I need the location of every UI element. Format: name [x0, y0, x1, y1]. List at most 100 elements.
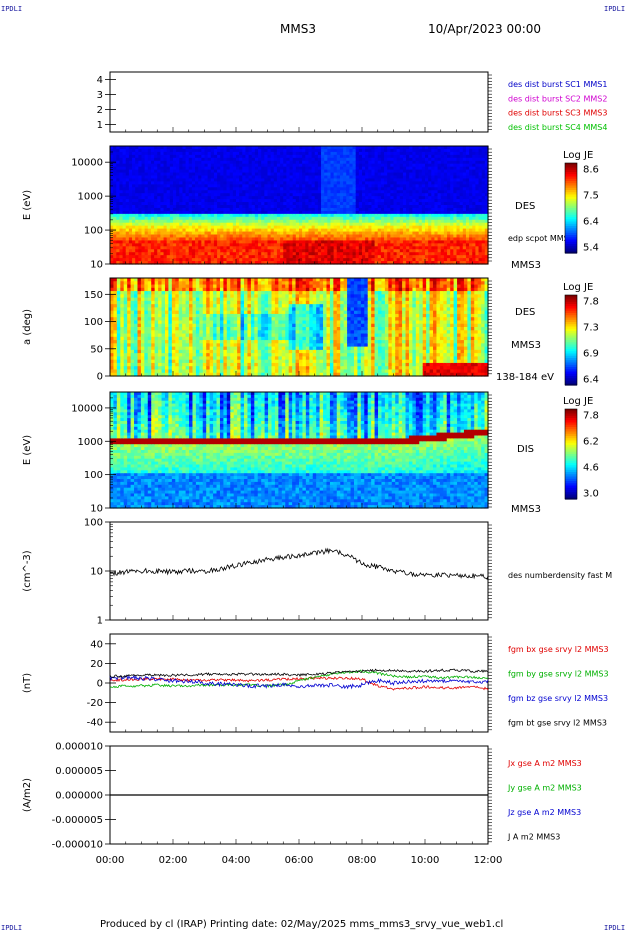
heatmap-cell [116, 240, 121, 244]
heatmap-cell [213, 237, 218, 241]
heatmap-cell [191, 151, 196, 156]
heatmap-cell [377, 216, 382, 221]
heatmap-cell [399, 252, 404, 256]
heatmap-cell [302, 228, 306, 233]
heatmap-cell [173, 240, 177, 244]
heatmap-cell [239, 237, 243, 241]
heatmap-cell [425, 163, 429, 168]
heatmap-cell [484, 151, 489, 156]
heatmap-cell [286, 199, 291, 203]
heatmap-cell [390, 160, 395, 165]
heatmap-cell [421, 202, 426, 206]
heatmap-cell [289, 184, 294, 188]
heatmap-cell [459, 187, 464, 191]
heatmap-cell [343, 172, 347, 177]
heatmap-cell [484, 213, 489, 218]
heatmap-cell [402, 222, 407, 227]
heatmap-cell [295, 237, 300, 241]
heatmap-cell [119, 151, 124, 156]
heatmap-cell [311, 187, 316, 191]
heatmap-cell [299, 193, 303, 197]
heatmap-cell [349, 184, 354, 188]
heatmap-cell [465, 210, 470, 215]
heatmap-cell [302, 151, 306, 156]
heatmap-cell [210, 175, 215, 180]
heatmap-cell [475, 240, 480, 244]
heatmap-cell [163, 213, 168, 218]
heatmap-cell [116, 172, 121, 177]
heatmap-cell [119, 175, 124, 180]
heatmap-cell [377, 160, 382, 165]
heatmap-cell [125, 240, 130, 244]
heatmap-cell [150, 219, 155, 224]
heatmap-cell [185, 148, 190, 153]
heatmap-cell [374, 148, 379, 153]
heatmap-cell [122, 172, 127, 177]
heatmap-cell [358, 172, 363, 177]
heatmap-cell [412, 210, 417, 215]
heatmap-cell [261, 249, 265, 253]
heatmap-cell [437, 172, 442, 177]
heatmap-cell [368, 160, 373, 165]
heatmap-cell [173, 210, 177, 215]
heatmap-cell [393, 249, 398, 253]
heatmap-cell [377, 157, 382, 162]
heatmap-cell [447, 205, 451, 209]
heatmap-cell [387, 210, 391, 215]
heatmap-cell [254, 157, 259, 162]
heatmap-cell [254, 213, 259, 218]
heatmap-cell [248, 240, 253, 244]
heatmap-cell [141, 249, 146, 253]
heatmap-cell [166, 157, 171, 162]
heatmap-cell [229, 237, 234, 241]
heatmap-cell [365, 178, 369, 182]
heatmap-cell [258, 249, 262, 253]
heatmap-cell [418, 184, 423, 188]
heatmap-cell [295, 166, 300, 171]
heatmap-cell [245, 210, 250, 215]
heatmap-cell [295, 213, 300, 218]
heatmap-cell [276, 151, 281, 156]
heatmap-cell [236, 172, 240, 177]
heatmap-cell [368, 234, 373, 239]
heatmap-cell [330, 258, 335, 262]
heatmap-cell [305, 184, 310, 188]
heatmap-cell [481, 160, 486, 165]
heatmap-cell [481, 151, 486, 156]
heatmap-cell [434, 154, 439, 159]
heatmap-cell [478, 205, 483, 209]
heatmap-cell [415, 243, 420, 247]
heatmap-cell [321, 187, 325, 191]
heatmap-cell [481, 178, 486, 182]
heatmap-cell [402, 178, 407, 182]
heatmap-cell [254, 210, 259, 215]
heatmap-cell [173, 207, 177, 212]
heatmap-cell [160, 157, 165, 162]
heatmap-cell [169, 163, 174, 168]
heatmap-cell [368, 258, 373, 262]
heatmap-cell [358, 187, 363, 191]
heatmap-cell [431, 225, 436, 230]
heatmap-cell [396, 240, 401, 244]
heatmap-cell [314, 246, 319, 250]
heatmap-cell [330, 151, 335, 156]
heatmap-cell [217, 243, 221, 247]
heatmap-cell [239, 252, 243, 256]
heatmap-cell [396, 172, 401, 177]
heatmap-cell [399, 160, 404, 165]
heatmap-cell [365, 228, 369, 233]
heatmap-cell [276, 246, 281, 250]
heatmap-cell [132, 199, 136, 203]
heatmap-cell [283, 151, 287, 156]
heatmap-cell [434, 184, 439, 188]
heatmap-cell [346, 151, 350, 156]
heatmap-cell [273, 157, 278, 162]
heatmap-cell [116, 228, 121, 233]
heatmap-cell [324, 154, 328, 159]
heatmap-cell [330, 190, 335, 194]
heatmap-cell [324, 160, 328, 165]
heatmap-cell [399, 151, 404, 156]
heatmap-cell [119, 184, 124, 188]
heatmap-cell [390, 178, 395, 182]
heatmap-cell [440, 225, 445, 230]
